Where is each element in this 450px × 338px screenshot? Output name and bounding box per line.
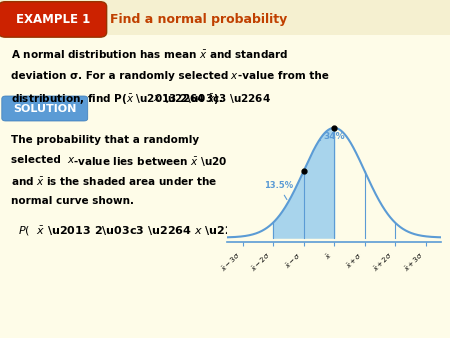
Text: \u2264 $\bar{x}$).: \u2264 $\bar{x}$).: [160, 93, 223, 107]
Text: normal curve shown.: normal curve shown.: [11, 196, 134, 206]
Text: -value from the: -value from the: [238, 71, 329, 81]
Text: -value lies between $\bar{x}$ \u2013 2\u03c3: -value lies between $\bar{x}$ \u2013 2\u…: [73, 155, 292, 169]
FancyBboxPatch shape: [2, 96, 88, 121]
Text: $P($  $\bar{x}$ \u2013 2\u03c3 \u2264 $x$ \u2264 $\bar{x}$ $)$ = 0.135 + 0.34 = : $P($ $\bar{x}$ \u2013 2\u03c3 \u2264 $x$…: [18, 225, 417, 238]
Text: deviation σ. For a randomly selected: deviation σ. For a randomly selected: [11, 71, 232, 81]
Text: SOLUTION: SOLUTION: [14, 104, 76, 114]
FancyBboxPatch shape: [0, 2, 107, 37]
Text: A normal distribution has mean $\bar{x}$ and standard: A normal distribution has mean $\bar{x}$…: [11, 49, 288, 61]
Text: EXAMPLE 1: EXAMPLE 1: [16, 13, 90, 26]
Text: $x$: $x$: [67, 155, 75, 166]
Text: distribution, find P($\bar{x}$ \u2013 2\u03c3 \u2264: distribution, find P($\bar{x}$ \u2013 2\…: [11, 93, 271, 107]
Text: 34%: 34%: [319, 131, 345, 141]
Text: The probability that a randomly: The probability that a randomly: [11, 135, 199, 145]
Text: Find a normal probability: Find a normal probability: [110, 13, 288, 26]
Text: selected: selected: [11, 155, 65, 166]
Text: $x$: $x$: [153, 93, 162, 103]
Bar: [0, 0, 450, 35]
Text: $x$: $x$: [230, 71, 239, 81]
Text: 13.5%: 13.5%: [264, 181, 293, 199]
Text: and $\bar{x}$ is the shaded area under the: and $\bar{x}$ is the shaded area under t…: [11, 176, 217, 188]
